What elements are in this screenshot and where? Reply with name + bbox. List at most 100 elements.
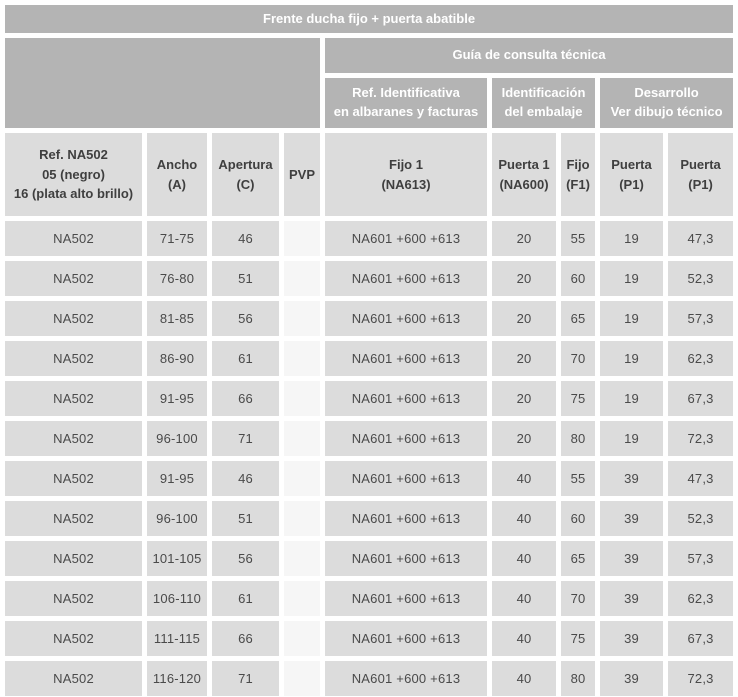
cell-apertura: 56 xyxy=(212,301,279,336)
cell-apertura: 46 xyxy=(212,221,279,256)
cell-pvp xyxy=(284,261,320,296)
cell-puerta-p1-a: 39 xyxy=(600,461,663,496)
cell-apertura: 66 xyxy=(212,381,279,416)
cell-puerta1: 40 xyxy=(492,541,556,576)
cell-puerta-p1-b: 67,3 xyxy=(668,621,734,656)
header-puerta1: Puerta 1 (NA600) xyxy=(492,133,556,216)
cell-ancho: 76-80 xyxy=(147,261,207,296)
cell-apertura: 61 xyxy=(212,581,279,616)
cell-puerta-p1-a: 39 xyxy=(600,501,663,536)
cell-apertura: 51 xyxy=(212,501,279,536)
cell-puerta-p1-a: 39 xyxy=(600,661,663,696)
cell-fijo1: NA601 +600 +613 xyxy=(325,461,487,496)
cell-puerta-p1-a: 39 xyxy=(600,581,663,616)
cell-ancho: 71-75 xyxy=(147,221,207,256)
cell-pvp xyxy=(284,381,320,416)
cell-puerta-p1-b: 47,3 xyxy=(668,461,734,496)
cell-puerta-p1-a: 19 xyxy=(600,221,663,256)
cell-pvp xyxy=(284,301,320,336)
table-row: NA502 96-100 51 NA601 +600 +613 40 60 39… xyxy=(5,501,734,536)
cell-puerta1: 20 xyxy=(492,341,556,376)
cell-ancho: 106-110 xyxy=(147,581,207,616)
cell-fijo-f1: 60 xyxy=(561,261,595,296)
cell-fijo1: NA601 +600 +613 xyxy=(325,661,487,696)
cell-ancho: 96-100 xyxy=(147,501,207,536)
cell-puerta1: 20 xyxy=(492,381,556,416)
cell-fijo-f1: 55 xyxy=(561,461,595,496)
cell-puerta-p1-b: 62,3 xyxy=(668,581,734,616)
cell-ref: NA502 xyxy=(5,461,142,496)
header-pvp: PVP xyxy=(284,133,320,216)
cell-puerta-p1-b: 52,3 xyxy=(668,501,734,536)
cell-apertura: 71 xyxy=(212,421,279,456)
cell-ref: NA502 xyxy=(5,661,142,696)
cell-puerta-p1-a: 39 xyxy=(600,621,663,656)
cell-puerta-p1-b: 47,3 xyxy=(668,221,734,256)
cell-fijo1: NA601 +600 +613 xyxy=(325,581,487,616)
cell-puerta1: 40 xyxy=(492,501,556,536)
cell-fijo-f1: 65 xyxy=(561,541,595,576)
header-puerta-p1-a: Puerta (P1) xyxy=(600,133,663,216)
cell-pvp xyxy=(284,221,320,256)
table-row: NA502 91-95 46 NA601 +600 +613 40 55 39 … xyxy=(5,461,734,496)
cell-puerta-p1-b: 57,3 xyxy=(668,301,734,336)
cell-apertura: 71 xyxy=(212,661,279,696)
cell-puerta1: 40 xyxy=(492,581,556,616)
header-ref: Ref. NA502 05 (negro) 16 (plata alto bri… xyxy=(5,133,142,216)
cell-apertura: 56 xyxy=(212,541,279,576)
cell-pvp xyxy=(284,541,320,576)
cell-ancho: 91-95 xyxy=(147,381,207,416)
column-header-row: Ref. NA502 05 (negro) 16 (plata alto bri… xyxy=(5,133,734,216)
cell-ref: NA502 xyxy=(5,301,142,336)
header-apertura: Apertura (C) xyxy=(212,133,279,216)
cell-fijo1: NA601 +600 +613 xyxy=(325,221,487,256)
table-row: NA502 116-120 71 NA601 +600 +613 40 80 3… xyxy=(5,661,734,696)
cell-puerta1: 40 xyxy=(492,461,556,496)
cell-fijo-f1: 65 xyxy=(561,301,595,336)
cell-pvp xyxy=(284,461,320,496)
cell-fijo1: NA601 +600 +613 xyxy=(325,621,487,656)
cell-fijo-f1: 75 xyxy=(561,621,595,656)
table-row: NA502 101-105 56 NA601 +600 +613 40 65 3… xyxy=(5,541,734,576)
cell-puerta-p1-b: 67,3 xyxy=(668,381,734,416)
cell-pvp xyxy=(284,341,320,376)
cell-ancho: 96-100 xyxy=(147,421,207,456)
cell-ref: NA502 xyxy=(5,501,142,536)
cell-ancho: 116-120 xyxy=(147,661,207,696)
header-fijo-f1: Fijo (F1) xyxy=(561,133,595,216)
cell-pvp xyxy=(284,661,320,696)
table-row: NA502 71-75 46 NA601 +600 +613 20 55 19 … xyxy=(5,221,734,256)
cell-puerta1: 20 xyxy=(492,221,556,256)
cell-ref: NA502 xyxy=(5,221,142,256)
cell-ref: NA502 xyxy=(5,581,142,616)
cell-fijo-f1: 70 xyxy=(561,581,595,616)
cell-pvp xyxy=(284,421,320,456)
cell-fijo1: NA601 +600 +613 xyxy=(325,421,487,456)
section-desarrollo: Desarrollo Ver dibujo técnico xyxy=(600,78,734,128)
table-row: NA502 91-95 66 NA601 +600 +613 20 75 19 … xyxy=(5,381,734,416)
table-row: NA502 81-85 56 NA601 +600 +613 20 65 19 … xyxy=(5,301,734,336)
cell-ancho: 101-105 xyxy=(147,541,207,576)
cell-fijo1: NA601 +600 +613 xyxy=(325,341,487,376)
cell-apertura: 51 xyxy=(212,261,279,296)
cell-apertura: 66 xyxy=(212,621,279,656)
product-header-block xyxy=(5,38,320,128)
table-row: NA502 106-110 61 NA601 +600 +613 40 70 3… xyxy=(5,581,734,616)
cell-fijo-f1: 80 xyxy=(561,661,595,696)
cell-puerta1: 40 xyxy=(492,621,556,656)
cell-ref: NA502 xyxy=(5,341,142,376)
header-ancho: Ancho (A) xyxy=(147,133,207,216)
cell-puerta1: 20 xyxy=(492,261,556,296)
cell-ancho: 86-90 xyxy=(147,341,207,376)
cell-puerta-p1-b: 57,3 xyxy=(668,541,734,576)
cell-fijo-f1: 75 xyxy=(561,381,595,416)
table-row: NA502 96-100 71 NA601 +600 +613 20 80 19… xyxy=(5,421,734,456)
cell-fijo1: NA601 +600 +613 xyxy=(325,261,487,296)
table-title-bar: Frente ducha fijo + puerta abatible xyxy=(5,5,734,33)
cell-pvp xyxy=(284,581,320,616)
cell-pvp xyxy=(284,621,320,656)
cell-fijo-f1: 60 xyxy=(561,501,595,536)
cell-puerta-p1-a: 39 xyxy=(600,541,663,576)
